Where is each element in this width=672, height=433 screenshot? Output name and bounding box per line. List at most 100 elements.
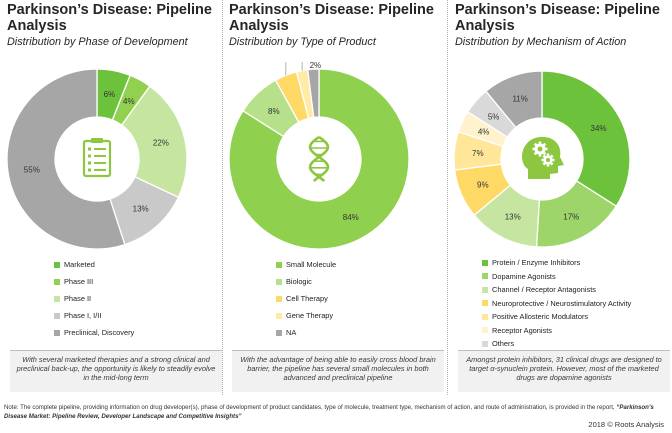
- legend-swatch: [276, 261, 282, 268]
- report-title: “Parkinson’s Disease Market: Pipeline Re…: [4, 404, 654, 420]
- donut-hole: [56, 118, 138, 200]
- data-label: 2%: [310, 62, 322, 70]
- data-label: 13%: [133, 205, 149, 214]
- chart-legend: Protein / Enzyme Inhibitors Dopamine Agon…: [482, 256, 672, 364]
- panel-divider-2: [447, 0, 448, 395]
- donut-chart-mechanism: 34% 17% 13% 9% 7% 4% 5% 11%: [452, 62, 672, 252]
- data-label: 17%: [563, 212, 579, 221]
- data-label: 34%: [591, 124, 607, 133]
- legend-swatch: [482, 313, 488, 320]
- legend-label: Dopamine Agonists: [492, 271, 556, 281]
- data-label: 8%: [268, 107, 280, 116]
- legend-item: NA: [276, 324, 446, 341]
- chart-legend: Small Molecule Biologic Cell Therapy Gene T…: [276, 256, 446, 341]
- legend-swatch: [54, 329, 60, 336]
- legend-label: Neuroprotective / Neurostimulatory Activ…: [492, 298, 632, 308]
- donut-chart-phase: 6% 4% 22% 13% 55%: [4, 62, 224, 252]
- chart-caption: Amongst protein inhibitors, 31 clinical …: [458, 350, 670, 392]
- legend-label: Positive Allosteric Modulators: [492, 312, 589, 321]
- leader-line: [285, 62, 287, 76]
- copyright: 2018 © Roots Analysis: [588, 420, 664, 429]
- legend-item: Cell Therapy: [276, 290, 446, 307]
- chart-caption: With the advantage of being able to easi…: [232, 350, 444, 392]
- legend-swatch: [54, 278, 60, 285]
- legend-label: Marketed: [64, 260, 95, 269]
- panel-type-of-product: Parkinson’s Disease: Pipeline Analysis D…: [226, 0, 446, 395]
- panel-phase-of-development: Parkinson’s Disease: Pipeline Analysis D…: [4, 0, 224, 395]
- chart-title: Parkinson’s Disease: Pipeline Analysis: [7, 2, 212, 34]
- data-label: 9%: [477, 181, 489, 190]
- legend-label: Phase II: [64, 294, 92, 303]
- legend-label: Phase I, I/II: [64, 311, 102, 320]
- slice-small-molecule: [228, 68, 410, 250]
- legend-swatch: [482, 273, 488, 280]
- legend-item: Biologic: [276, 273, 446, 290]
- legend-swatch: [482, 300, 488, 307]
- legend-item: Protein / Enzyme Inhibitors: [482, 256, 672, 270]
- footnote-text: Note: The complete pipeline, providing i…: [4, 404, 615, 411]
- footnote: Note: The complete pipeline, providing i…: [4, 404, 664, 421]
- legend-swatch: [54, 295, 60, 302]
- data-label: 11%: [512, 94, 527, 103]
- slice-protein-enzyme-inhibitors: [541, 70, 631, 208]
- chart-title: Parkinson’s Disease: Pipeline Analysis: [229, 2, 434, 34]
- chart-legend: Marketed Phase III Phase II Phase I, I/II Pr…: [54, 256, 224, 341]
- legend-swatch: [482, 340, 488, 347]
- legend-item: Channel / Receptor Antagonists: [482, 283, 672, 297]
- data-label: 4%: [478, 128, 490, 137]
- legend-label: Protein / Enzyme Inhibitors: [492, 258, 581, 267]
- legend-label: Biologic: [286, 277, 312, 286]
- donut-hole: [278, 118, 360, 200]
- legend-label: Gene Therapy: [286, 311, 334, 320]
- legend-label: NA: [286, 328, 297, 337]
- legend-swatch: [276, 278, 282, 285]
- slice-na: [484, 70, 543, 129]
- legend-label: Channel / Receptor Antagonists: [492, 285, 596, 294]
- legend-swatch: [276, 312, 282, 319]
- leader-line: [301, 62, 303, 71]
- data-label: 13%: [505, 212, 521, 221]
- legend-item: Marketed: [54, 256, 224, 273]
- dna-icon: [308, 135, 330, 183]
- legend-item: Small Molecule: [276, 256, 446, 273]
- chart-subtitle: Distribution by Phase of Development: [7, 36, 188, 48]
- checklist-icon: [82, 138, 112, 178]
- legend-label: Receptor Agonists: [492, 325, 552, 335]
- chart-subtitle: Distribution by Type of Product: [229, 36, 376, 48]
- legend-swatch: [276, 295, 282, 302]
- legend-label: Preclinical, Discovery: [64, 328, 135, 337]
- legend-label: Phase III: [64, 277, 94, 286]
- legend-label: Small Molecule: [286, 260, 337, 269]
- legend-item: Positive Allosteric Modulators: [482, 310, 672, 324]
- legend-item: Gene Therapy: [276, 307, 446, 324]
- legend-item: Neuroprotective / Neurostimulatory Activ…: [482, 297, 672, 311]
- legend-item: Dopamine Agonists: [482, 270, 672, 284]
- legend-swatch: [482, 259, 488, 266]
- slice-preclinical-discovery: [6, 68, 126, 250]
- donut-chart-product: 84%8%4%2%2%: [226, 62, 446, 252]
- data-label: 5%: [488, 112, 500, 121]
- data-label: 55%: [24, 165, 40, 174]
- chart-subtitle: Distribution by Mechanism of Action: [455, 36, 627, 48]
- legend-swatch: [482, 286, 488, 293]
- data-label: 22%: [153, 139, 169, 148]
- data-label: 6%: [104, 90, 116, 99]
- legend-item: Phase III: [54, 273, 224, 290]
- legend-swatch: [276, 329, 282, 336]
- legend-item: Receptor Agonists: [482, 324, 672, 338]
- legend-item: Others: [482, 337, 672, 351]
- panel-divider-1: [222, 0, 223, 395]
- data-label: 4%: [123, 97, 135, 106]
- slice-na: [306, 68, 320, 119]
- brain-gears-icon: [522, 136, 564, 179]
- panel-mechanism-of-action: Parkinson’s Disease: Pipeline Analysis D…: [452, 0, 672, 395]
- legend-item: Phase II: [54, 290, 224, 307]
- chart-title: Parkinson’s Disease: Pipeline Analysis: [455, 2, 660, 34]
- legend-swatch: [482, 327, 488, 334]
- chart-caption: With several marketed therapies and a st…: [10, 350, 222, 392]
- legend-item: Phase I, I/II: [54, 307, 224, 324]
- legend-label: Others: [492, 339, 515, 348]
- slice-phase-ii: [120, 85, 188, 199]
- data-label: 84%: [343, 213, 359, 222]
- legend-item: Preclinical, Discovery: [54, 324, 224, 341]
